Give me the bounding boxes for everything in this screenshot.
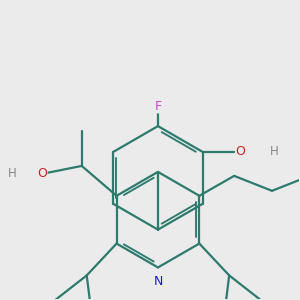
Text: O: O <box>37 167 47 180</box>
Text: N: N <box>153 275 163 288</box>
Text: F: F <box>154 100 161 113</box>
Text: O: O <box>236 146 245 158</box>
Text: H: H <box>8 167 16 180</box>
Text: H: H <box>270 146 279 158</box>
